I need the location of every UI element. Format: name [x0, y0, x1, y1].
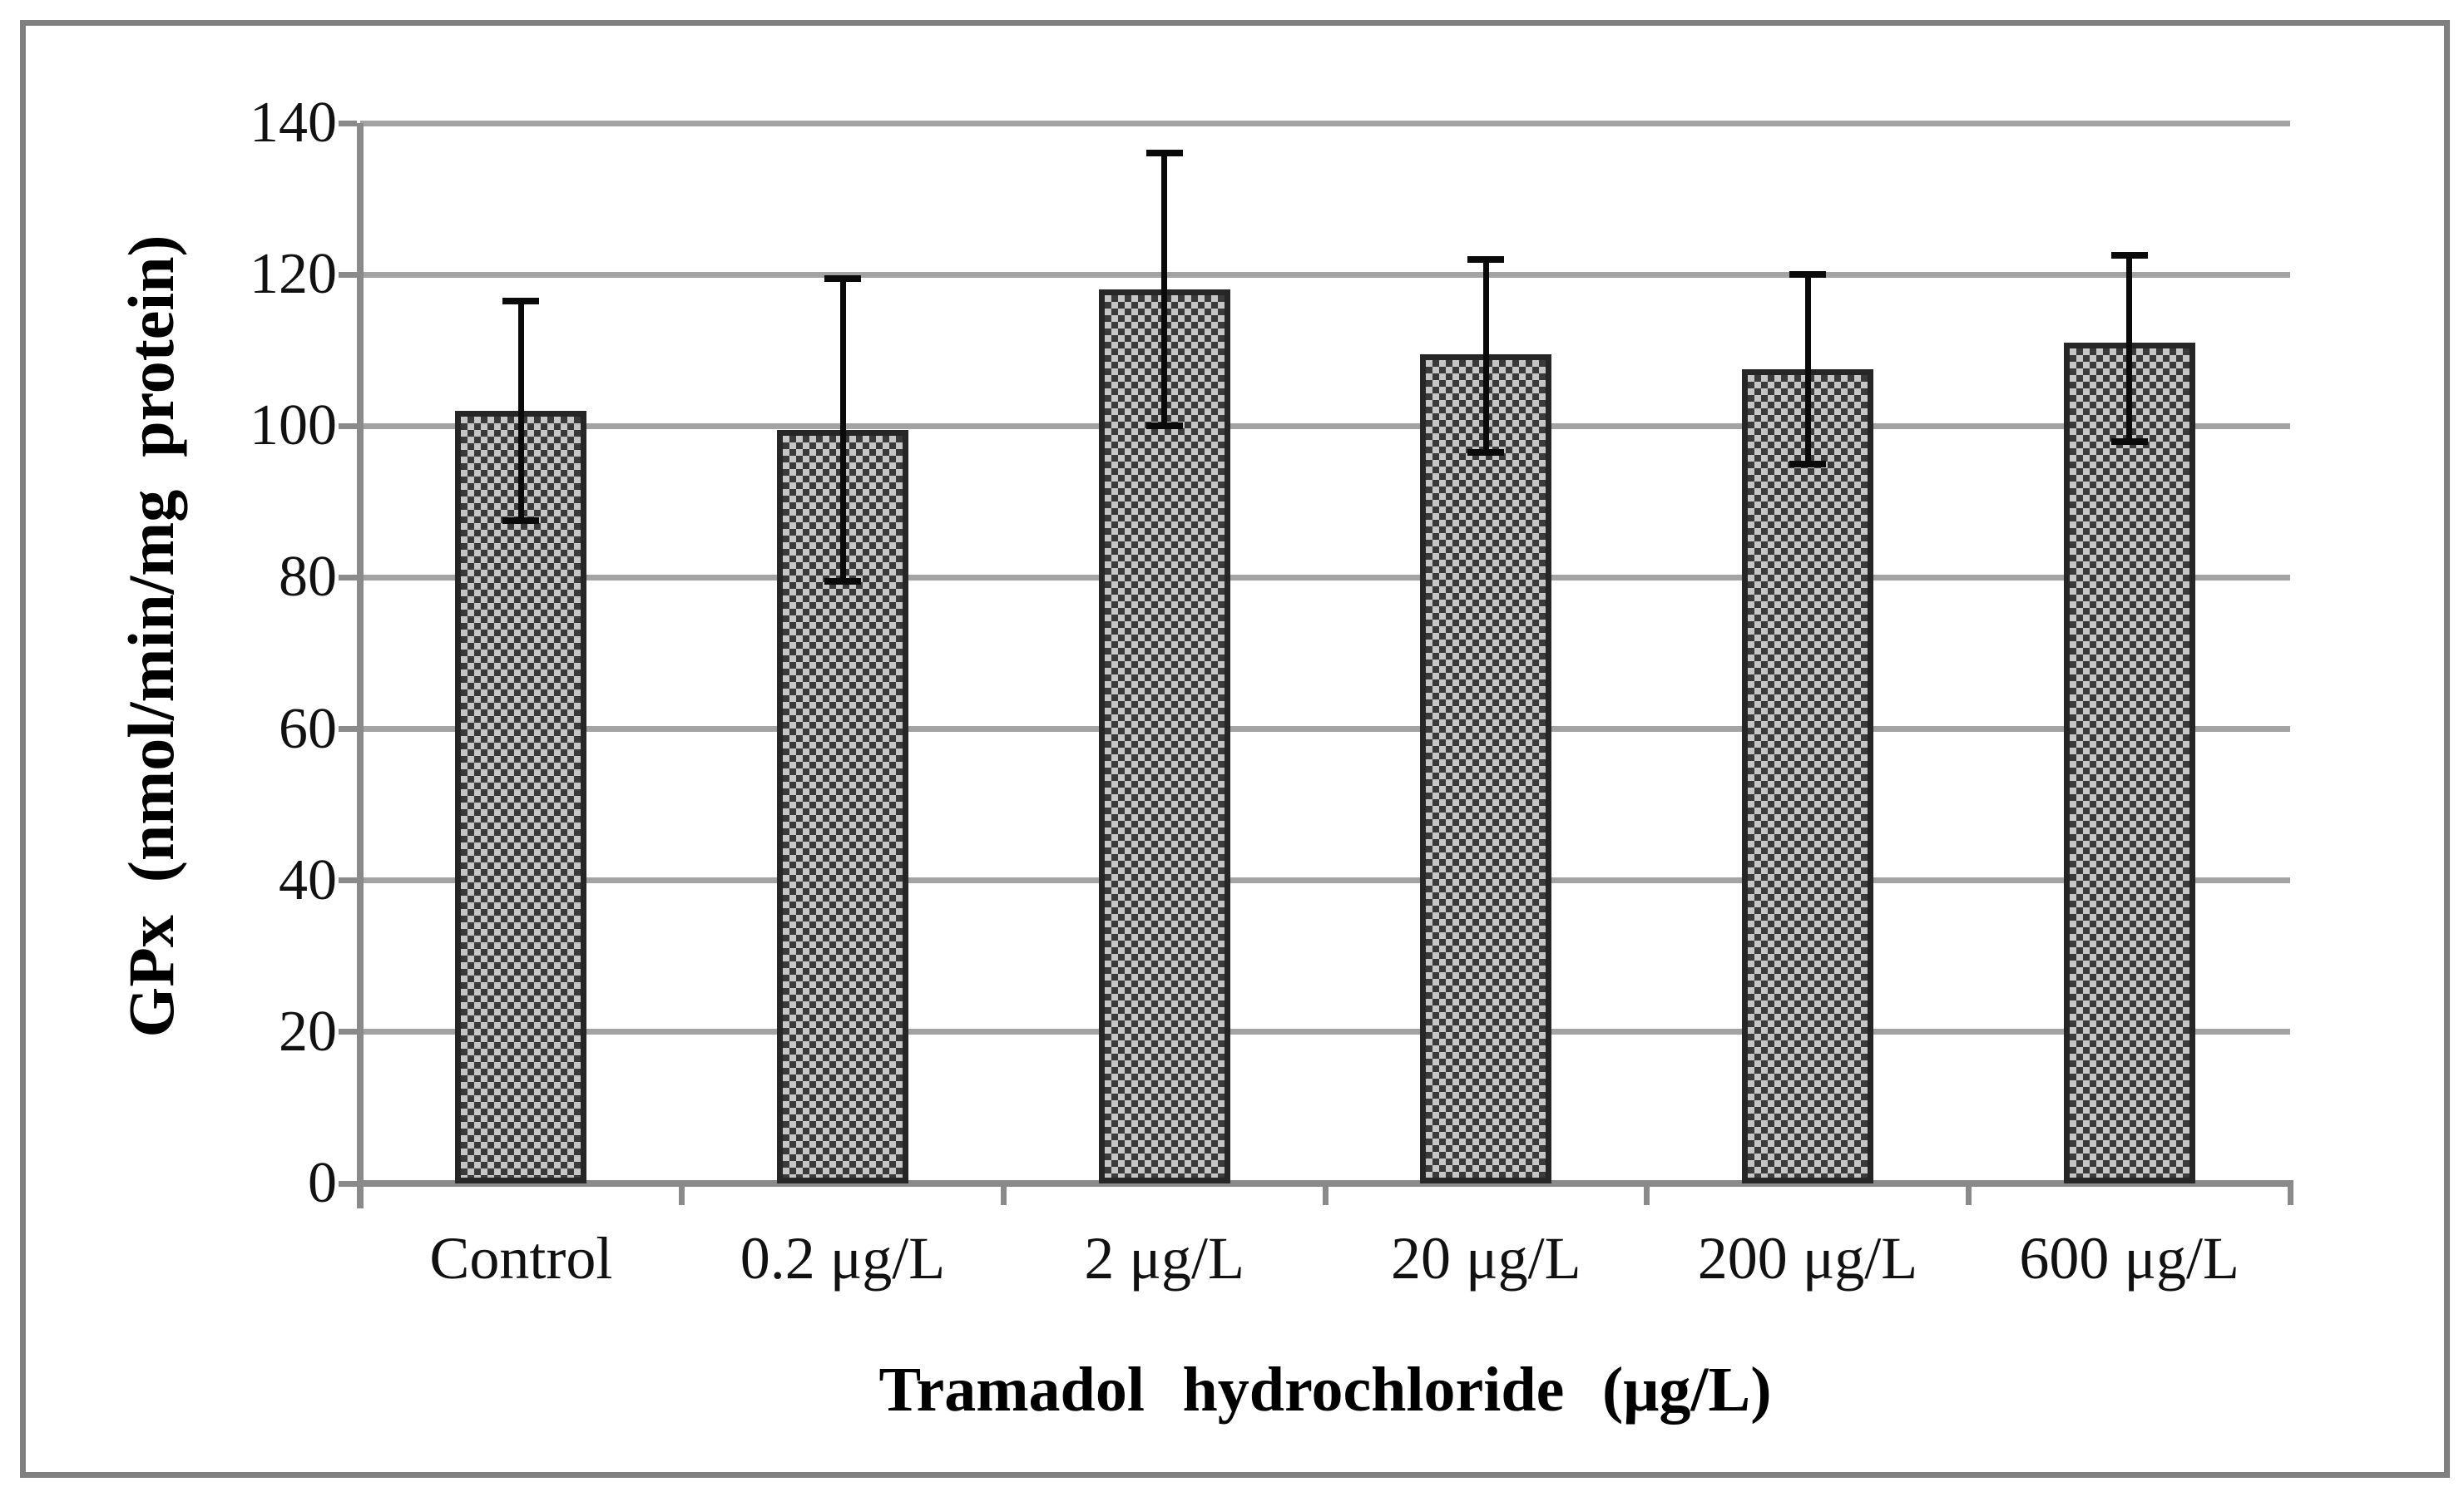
- y-tick-label-40: 40: [279, 847, 337, 912]
- y-axis-tick-120: [339, 271, 357, 278]
- error-bar-top-cap: [2110, 252, 2148, 259]
- error-bar-line: [1161, 153, 1168, 427]
- error-bar-4: [1467, 255, 1505, 457]
- error-bar-line: [517, 301, 524, 521]
- bar-3: [1098, 289, 1230, 1183]
- error-bar-line: [1482, 259, 1489, 453]
- y-tick-label-140: 140: [250, 91, 337, 155]
- x-axis-title: Tramadol hydrochloride (μg/L): [878, 1355, 1772, 1425]
- x-category-label-2: 0.2 μg/L: [740, 1225, 946, 1292]
- x-axis-tick-1: [679, 1183, 685, 1205]
- gridline-60: [360, 726, 2290, 733]
- error-bar-line: [839, 278, 846, 581]
- error-bar-bot-cap: [824, 577, 861, 585]
- x-axis-tick-6: [2287, 1183, 2293, 1205]
- x-category-label-6: 600 μg/L: [2019, 1225, 2239, 1292]
- y-axis-tick-40: [339, 877, 357, 884]
- y-axis-line: [357, 123, 364, 1208]
- error-bar-bot-cap: [502, 517, 540, 525]
- error-bar-top-cap: [824, 274, 861, 282]
- y-tick-label-120: 120: [250, 242, 337, 307]
- gridline-140: [360, 120, 2290, 126]
- x-category-label-4: 20 μg/L: [1391, 1225, 1581, 1292]
- x-category-label-5: 200 μg/L: [1697, 1225, 1918, 1292]
- y-axis-tick-60: [339, 726, 357, 733]
- error-bar-top-cap: [1789, 271, 1826, 279]
- error-bar-bot-cap: [2110, 437, 2148, 445]
- error-bar-2: [824, 274, 861, 585]
- y-tick-label-100: 100: [250, 393, 337, 458]
- bar-1: [455, 411, 587, 1183]
- y-tick-label-0: 0: [308, 1151, 337, 1215]
- bar-5: [1742, 368, 1873, 1183]
- error-bar-line: [2126, 255, 2133, 442]
- y-axis-tick-100: [339, 422, 357, 429]
- gridline-40: [360, 877, 2290, 884]
- gridline-80: [360, 574, 2290, 580]
- error-bar-3: [1145, 150, 1183, 430]
- gridline-120: [360, 271, 2290, 278]
- y-axis-tick-140: [339, 120, 357, 126]
- gridline-100: [360, 422, 2290, 429]
- error-bar-line: [1804, 274, 1811, 464]
- error-bar-bot-cap: [1789, 460, 1826, 467]
- bar-4: [1420, 353, 1552, 1183]
- y-tick-label-80: 80: [279, 545, 337, 610]
- gridline-20: [360, 1029, 2290, 1035]
- error-bar-6: [2110, 252, 2148, 445]
- y-axis-tick-0: [339, 1180, 357, 1187]
- error-bar-bot-cap: [1145, 422, 1183, 430]
- y-axis-tick-20: [339, 1029, 357, 1035]
- y-tick-label-20: 20: [279, 999, 337, 1064]
- error-bar-5: [1789, 271, 1826, 467]
- x-axis-tick-2: [1000, 1183, 1007, 1205]
- y-axis-tick-80: [339, 574, 357, 580]
- bar-2: [777, 429, 908, 1183]
- plot-area: 0 20 40 60 80 100 120 140 Control 0.2 μg/L 2 μg/L 2…: [250, 93, 2293, 1290]
- error-bar-top-cap: [502, 298, 540, 305]
- figure-border: [20, 20, 2450, 1478]
- x-axis-tick-5: [1965, 1183, 1972, 1205]
- x-axis-tick-3: [1322, 1183, 1328, 1205]
- error-bar-bot-cap: [1467, 449, 1505, 457]
- error-bar-top-cap: [1467, 255, 1505, 263]
- y-tick-label-60: 60: [279, 696, 337, 761]
- bar-6: [2063, 343, 2195, 1183]
- y-axis-title: GPx (nmol/min/mg protein): [115, 235, 187, 1038]
- error-bar-1: [502, 298, 540, 525]
- x-axis-tick-4: [1644, 1183, 1650, 1205]
- x-category-label-1: Control: [429, 1225, 613, 1292]
- error-bar-top-cap: [1145, 150, 1183, 157]
- x-category-label-3: 2 μg/L: [1084, 1225, 1244, 1292]
